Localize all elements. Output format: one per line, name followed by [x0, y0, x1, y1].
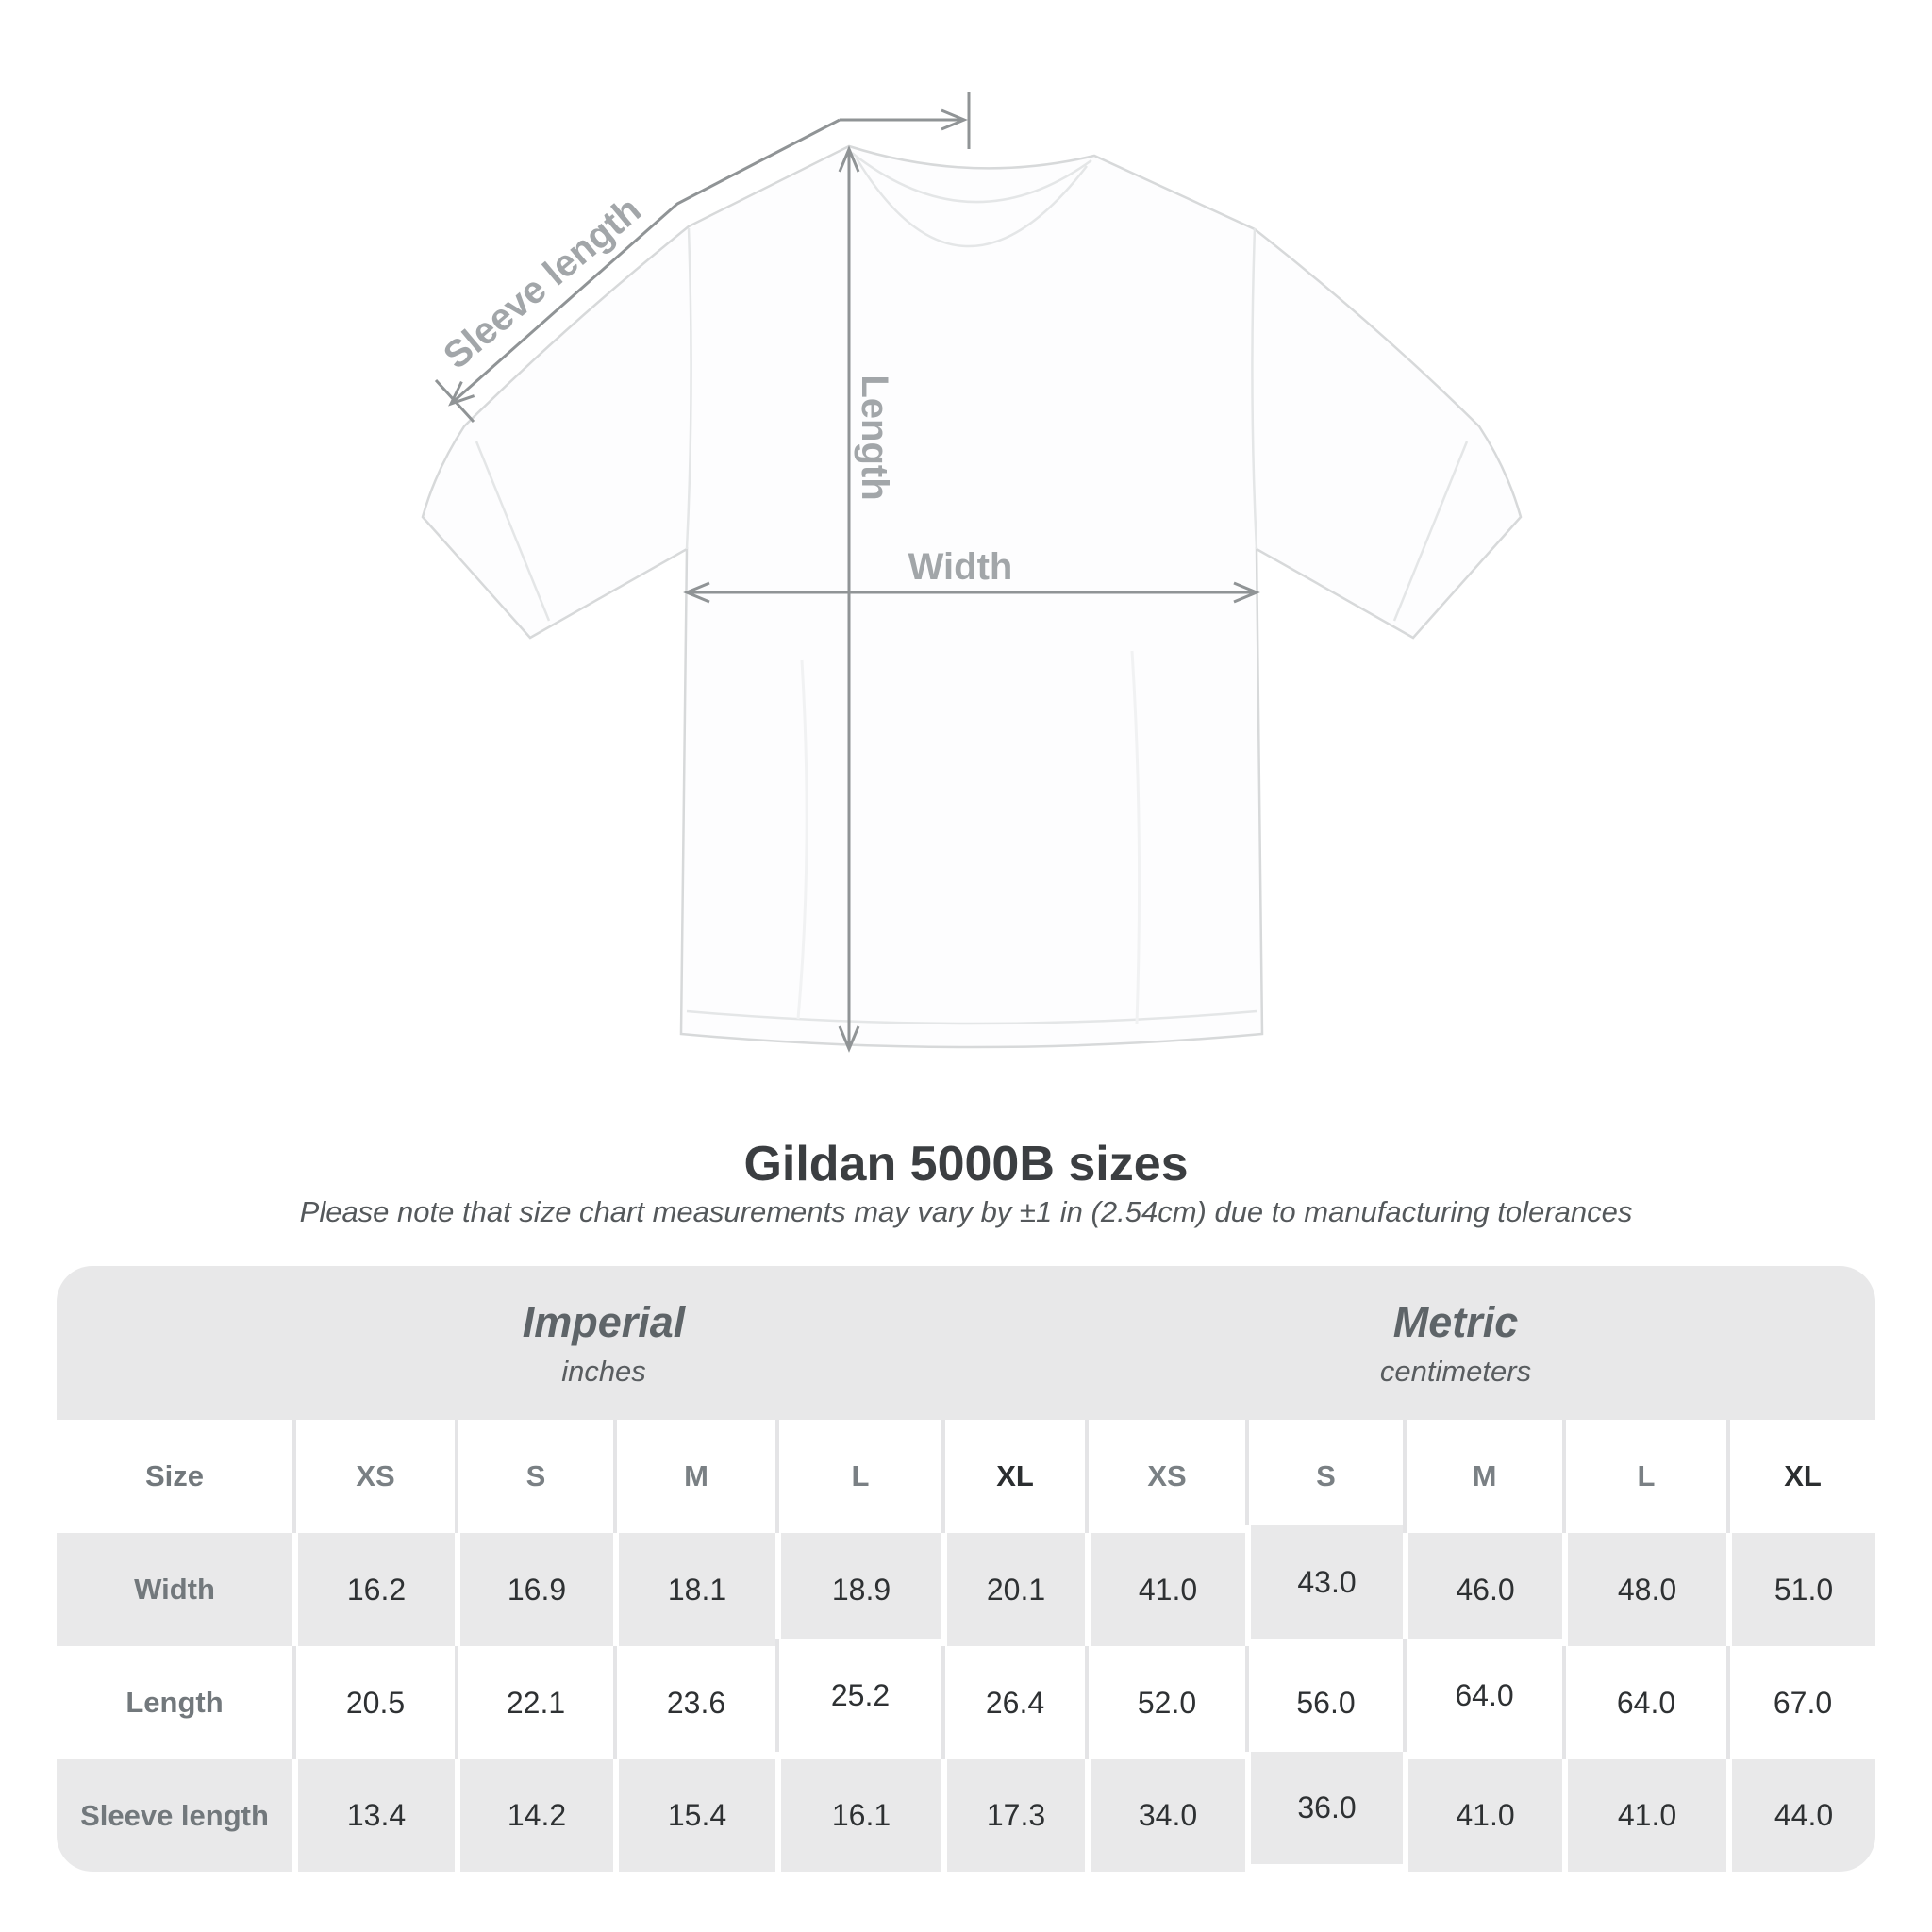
- width-imperial-m: 18.1: [613, 1533, 775, 1646]
- tshirt-body: [421, 144, 1523, 1049]
- left-cuff-stitch: [475, 441, 551, 622]
- size-header-metric-xs: XS: [1085, 1420, 1245, 1533]
- metric-unit: centimeters: [1379, 1354, 1532, 1388]
- sleeve-diagonal-line: [448, 118, 841, 407]
- tolerance-note: Please note that size chart measurements…: [299, 1195, 1633, 1228]
- length-imperial-s: 22.1: [455, 1646, 613, 1759]
- tshirt-measurement-diagram: Sleeve length Length Width: [421, 92, 1523, 1053]
- metric-heading: Metric: [1392, 1297, 1519, 1346]
- length-imperial-xs: 20.5: [292, 1646, 455, 1759]
- sleeve-imperial-s: 14.2: [455, 1759, 613, 1872]
- page-title: Gildan 5000B sizes: [743, 1137, 1189, 1191]
- size-header-imperial-s: S: [455, 1420, 613, 1533]
- fabric-fold: [1130, 650, 1141, 1024]
- metric-band: Metric centimeters: [1085, 1266, 1875, 1420]
- row-label-length: Length: [57, 1646, 292, 1759]
- length-metric-l: 64.0: [1562, 1646, 1726, 1759]
- width-metric-xs: 41.0: [1085, 1533, 1245, 1646]
- size-header-imperial-l: L: [775, 1420, 941, 1533]
- length-metric-s: 56.0: [1245, 1646, 1403, 1759]
- width-label: Width: [908, 546, 1013, 588]
- sleeve-metric-s: 36.0: [1245, 1752, 1403, 1864]
- length-metric-xl: 67.0: [1726, 1646, 1875, 1759]
- right-sleeve-seam: [1251, 227, 1258, 550]
- imperial-heading: Imperial: [522, 1297, 686, 1346]
- left-sleeve-seam: [685, 227, 692, 550]
- sleeve-metric-xs: 34.0: [1085, 1759, 1245, 1872]
- tshirt-graphic: [421, 144, 1523, 1049]
- size-header-imperial-xl: XL: [941, 1420, 1085, 1533]
- sleeve-imperial-xl: 17.3: [941, 1759, 1085, 1872]
- imperial-band: Imperial inches: [57, 1266, 1085, 1420]
- imperial-unit: inches: [561, 1354, 646, 1388]
- width-imperial-s: 16.9: [455, 1533, 613, 1646]
- row-label-sleeve-length: Sleeve length: [57, 1759, 292, 1872]
- sleeve-metric-m: 41.0: [1403, 1759, 1562, 1872]
- sleeve-imperial-l: 16.1: [775, 1759, 941, 1872]
- right-cuff-stitch: [1392, 441, 1469, 622]
- width-metric-m: 46.0: [1403, 1533, 1562, 1646]
- front-neckline: [855, 158, 1088, 248]
- sleeve-metric-l: 41.0: [1562, 1759, 1726, 1872]
- length-label: Length: [854, 375, 895, 500]
- width-imperial-xs: 16.2: [292, 1533, 455, 1646]
- size-table: Imperial inches Metric centimeters Size …: [57, 1266, 1875, 1872]
- length-metric-xs: 52.0: [1085, 1646, 1245, 1759]
- width-imperial-xl: 20.1: [941, 1533, 1085, 1646]
- size-header-metric-m: M: [1403, 1420, 1562, 1533]
- width-metric-s: 43.0: [1245, 1525, 1403, 1639]
- length-metric-m: 64.0: [1403, 1639, 1562, 1752]
- size-column-header: Size: [57, 1420, 292, 1533]
- width-metric-l: 48.0: [1562, 1533, 1726, 1646]
- length-imperial-xl: 26.4: [941, 1646, 1085, 1759]
- size-header-metric-l: L: [1562, 1420, 1726, 1533]
- length-imperial-m: 23.6: [613, 1646, 775, 1759]
- length-imperial-l: 25.2: [775, 1639, 941, 1752]
- width-dimension: Width: [683, 546, 1260, 604]
- row-label-width: Width: [57, 1533, 292, 1646]
- size-header-metric-s: S: [1245, 1420, 1403, 1533]
- collar-band-seam: [851, 152, 1092, 204]
- sleeve-cuff-tick: [434, 378, 475, 424]
- sleeve-imperial-xs: 13.4: [292, 1759, 455, 1872]
- hem-stitch: [686, 1009, 1257, 1025]
- width-metric-xl: 51.0: [1726, 1533, 1875, 1646]
- fabric-fold: [796, 659, 808, 1020]
- sleeve-metric-xl: 44.0: [1726, 1759, 1875, 1872]
- sleeve-imperial-m: 15.4: [613, 1759, 775, 1872]
- size-header-imperial-xs: XS: [292, 1420, 455, 1533]
- width-imperial-l: 18.9: [775, 1533, 941, 1646]
- size-header-metric-xl: XL: [1726, 1420, 1875, 1533]
- size-header-imperial-m: M: [613, 1420, 775, 1533]
